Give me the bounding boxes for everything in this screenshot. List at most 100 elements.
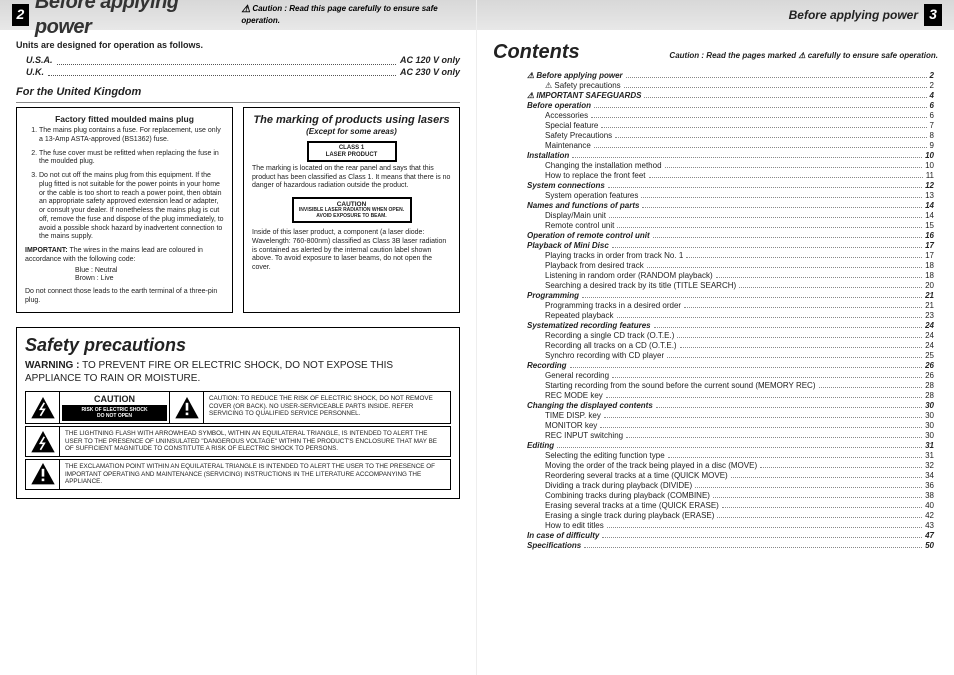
- toc-line: Specifications50: [527, 541, 934, 551]
- uk-foot: Do not connect those leads to the earth …: [25, 288, 224, 306]
- toc-line: ⚠ Before applying power2: [527, 71, 934, 81]
- two-column-boxes: Factory fitted moulded mains plug The ma…: [16, 107, 460, 313]
- toc-line: Searching a desired track by its title (…: [527, 281, 934, 291]
- safety-box: Safety precautions WARNING : TO PREVENT …: [16, 327, 460, 499]
- toc-line: Safety Precautions8: [527, 131, 934, 141]
- toc-line: How to replace the front feet11: [527, 171, 934, 181]
- laser-p1: The marking is located on the rear panel…: [252, 165, 451, 191]
- left-header-caution: ⚠Caution : Read this page carefully to e…: [241, 4, 464, 27]
- toc-line: Names and functions of parts14: [527, 201, 934, 211]
- excl-row: THE EXCLAMATION POINT WITHIN AN EQUILATE…: [25, 459, 451, 490]
- toc-line: Recording all tracks on a CD (O.T.E.)24: [527, 341, 934, 351]
- toc-line: Remote control unit15: [527, 221, 934, 231]
- toc-line: Erasing several tracks at a time (QUICK …: [527, 501, 934, 511]
- toc-line: Accessories6: [527, 111, 934, 121]
- uk-list-item: The mains plug contains a fuse. For repl…: [39, 127, 224, 145]
- toc-line: How to edit titles43: [527, 521, 934, 531]
- uk-list-item: The fuse cover must be refitted when rep…: [39, 150, 224, 168]
- toc-line: Moving the order of the track being play…: [527, 461, 934, 471]
- toc-line: General recording26: [527, 371, 934, 381]
- toc-line: Before operation6: [527, 101, 934, 111]
- bolt-text: THE LIGHTNING FLASH WITH ARROWHEAD SYMBO…: [60, 427, 450, 456]
- safety-warning: WARNING : TO PREVENT FIRE OR ELECTRIC SH…: [25, 360, 451, 385]
- uk-colors: Blue : NeutralBrown : Live: [25, 267, 224, 285]
- toc-line: Operation of remote control unit16: [527, 231, 934, 241]
- toc-line: Reordering several tracks at a time (QUI…: [527, 471, 934, 481]
- toc-line: Installation10: [527, 151, 934, 161]
- laser-box: The marking of products using lasers (Ex…: [243, 107, 460, 313]
- toc-line: Erasing a single track during playback (…: [527, 511, 934, 521]
- toc-line: Playback from desired track18: [527, 261, 934, 271]
- page-number-right: 3: [924, 4, 942, 26]
- left-header-title: Before applying power: [35, 0, 227, 40]
- uk-important: IMPORTANT: The wires in the mains lead a…: [25, 247, 224, 284]
- right-page: Before applying power 3 Contents Caution…: [477, 0, 954, 675]
- toc-line: Playing tracks in order from track No. 1…: [527, 251, 934, 261]
- toc-line: System connections12: [527, 181, 934, 191]
- toc-line: ⚠ Safety precautions2: [527, 81, 934, 91]
- contents-caution: Caution : Read the pages marked ⚠ carefu…: [669, 51, 938, 61]
- toc-line: System operation features13: [527, 191, 934, 201]
- toc-line: Systematized recording features24: [527, 321, 934, 331]
- toc-line: REC INPUT switching30: [527, 431, 934, 441]
- toc-line: Editing31: [527, 441, 934, 451]
- toc-line: ⚠ IMPORTANT SAFEGUARDS4: [527, 91, 934, 101]
- bolt-triangle-icon: [26, 427, 60, 456]
- uk-list: The mains plug contains a fuse. For repl…: [25, 127, 224, 242]
- wire-color: Brown : Live: [75, 275, 224, 284]
- right-header: Before applying power 3: [477, 0, 954, 30]
- unit-line: U.K.AC 230 V only: [16, 67, 460, 78]
- toc-line: Display/Main unit14: [527, 211, 934, 221]
- toc-line: Recording26: [527, 361, 934, 371]
- laser-class-label: CLASS 1 LASER PRODUCT: [307, 141, 397, 162]
- laser-title: The marking of products using lasers: [252, 114, 451, 128]
- toc-line: Changing the displayed contents30: [527, 401, 934, 411]
- toc-line: REC MODE key28: [527, 391, 934, 401]
- caution-center: CAUTION RISK OF ELECTRIC SHOCK DO NOT OP…: [60, 392, 170, 423]
- units-list: U.S.A.AC 120 V onlyU.K.AC 230 V only: [16, 55, 460, 78]
- uk-box: Factory fitted moulded mains plug The ma…: [16, 107, 233, 313]
- laser-sub: (Except for some areas): [252, 127, 451, 137]
- toc-line: Listening in random order (RANDOM playba…: [527, 271, 934, 281]
- toc-line: Programming21: [527, 291, 934, 301]
- toc-line: TIME DISP. key30: [527, 411, 934, 421]
- toc-line: Programming tracks in a desired order21: [527, 301, 934, 311]
- caution-row: CAUTION RISK OF ELECTRIC SHOCK DO NOT OP…: [25, 391, 451, 424]
- uk-list-item: Do not cut off the mains plug from this …: [39, 172, 224, 242]
- toc-line: Dividing a track during playback (DIVIDE…: [527, 481, 934, 491]
- safety-title: Safety precautions: [25, 334, 451, 357]
- table-of-contents: ⚠ Before applying power2⚠ Safety precaut…: [493, 71, 938, 551]
- excl-text: THE EXCLAMATION POINT WITHIN AN EQUILATE…: [60, 460, 450, 489]
- right-header-title: Before applying power: [789, 8, 918, 23]
- toc-line: Repeated playback23: [527, 311, 934, 321]
- caution-black-label: RISK OF ELECTRIC SHOCK DO NOT OPEN: [62, 405, 167, 421]
- toc-line: Selecting the editing function type31: [527, 451, 934, 461]
- toc-line: Special feature7: [527, 121, 934, 131]
- toc-line: Changing the installation method10: [527, 161, 934, 171]
- left-page: 2 Before applying power ⚠Caution : Read …: [0, 0, 477, 675]
- toc-line: Synchro recording with CD player25: [527, 351, 934, 361]
- laser-caution-label: CAUTION INVISIBLE LASER RADIATION WHEN O…: [292, 197, 412, 223]
- excl-triangle-icon: [170, 392, 204, 423]
- uk-section-title: For the United Kingdom: [16, 86, 460, 103]
- toc-line: Maintenance9: [527, 141, 934, 151]
- warning-icon: ⚠: [241, 4, 250, 15]
- toc-line: Recording a single CD track (O.T.E.)24: [527, 331, 934, 341]
- unit-line: U.S.A.AC 120 V only: [16, 55, 460, 66]
- excl-triangle-icon: [26, 460, 60, 489]
- left-header: 2 Before applying power ⚠Caution : Read …: [0, 0, 476, 30]
- caution-right-text: CAUTION: TO REDUCE THE RISK OF ELECTRIC …: [204, 392, 450, 423]
- contents-title: Contents: [493, 40, 580, 65]
- contents-header-row: Contents Caution : Read the pages marked…: [493, 40, 938, 65]
- wire-color: Blue : Neutral: [75, 267, 224, 276]
- toc-line: Starting recording from the sound before…: [527, 381, 934, 391]
- toc-line: MONITOR key30: [527, 421, 934, 431]
- toc-line: In case of difficulty47: [527, 531, 934, 541]
- uk-box-title: Factory fitted moulded mains plug: [25, 114, 224, 125]
- toc-line: Combining tracks during playback (COMBIN…: [527, 491, 934, 501]
- laser-p2: Inside of this laser product, a componen…: [252, 229, 451, 273]
- units-heading: Units are designed for operation as foll…: [16, 40, 460, 51]
- bolt-triangle-icon: [26, 392, 60, 423]
- page-number-left: 2: [12, 4, 29, 26]
- bolt-row: THE LIGHTNING FLASH WITH ARROWHEAD SYMBO…: [25, 426, 451, 457]
